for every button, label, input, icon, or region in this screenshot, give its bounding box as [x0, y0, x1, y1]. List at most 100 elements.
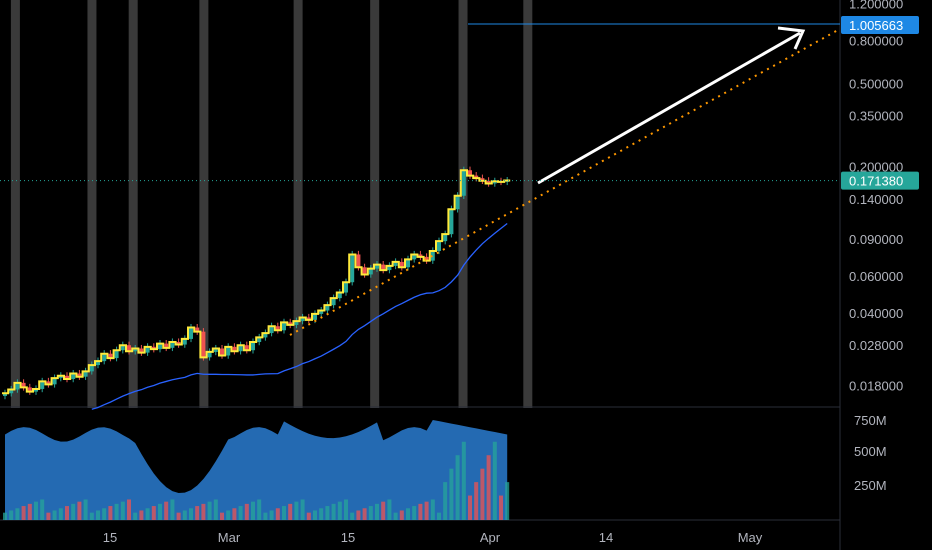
- volume-bar: [455, 455, 460, 520]
- candle-body: [350, 254, 355, 283]
- candle-body: [145, 346, 150, 353]
- candle-body: [220, 348, 224, 356]
- candle-body: [232, 346, 237, 352]
- volume-bar: [275, 508, 280, 520]
- candle-body: [443, 234, 448, 242]
- candle-body: [189, 327, 193, 339]
- volume-bar: [195, 506, 200, 520]
- volume-bar: [213, 499, 218, 520]
- highlight-band: [370, 0, 380, 408]
- volume-bar: [288, 503, 293, 520]
- price-tick-label: 0.018000: [849, 378, 903, 393]
- candle-body: [486, 180, 491, 184]
- volume-bar: [468, 495, 472, 520]
- drawings[interactable]: [0, 23, 840, 336]
- volume-bar: [443, 482, 448, 520]
- volume-bar: [145, 508, 150, 520]
- price-tick-label: 0.090000: [849, 232, 903, 247]
- volume-bar: [492, 441, 497, 520]
- time-tick-label: Apr: [480, 530, 501, 545]
- candle-body: [430, 250, 435, 261]
- candle-body: [381, 264, 386, 271]
- candle-body: [226, 346, 231, 356]
- candle-body: [120, 345, 125, 351]
- volume-bar: [102, 508, 107, 520]
- candle-body: [387, 265, 392, 271]
- volume-bar: [127, 499, 131, 520]
- price-tick-label: 0.500000: [849, 76, 903, 91]
- volume-bar: [418, 503, 423, 520]
- candle-body: [449, 209, 454, 235]
- volume-bar: [319, 508, 324, 520]
- volume-bar: [3, 512, 7, 520]
- candle-body: [127, 345, 131, 352]
- highlight-band: [523, 0, 533, 408]
- candle-body: [294, 321, 299, 325]
- volume-bar: [189, 508, 193, 520]
- volume-bar: [362, 508, 367, 520]
- target-arrow: [537, 31, 801, 185]
- candle-body: [282, 322, 286, 331]
- price-tick-label: 0.028000: [849, 338, 903, 353]
- volume-bar: [480, 468, 485, 520]
- overlay-step-line: [2, 169, 511, 395]
- volume-bar: [207, 501, 212, 520]
- time-tick-label: May: [738, 530, 763, 545]
- candle-body: [393, 261, 398, 266]
- highlight-bands: [10, 0, 533, 408]
- candle-body: [362, 267, 367, 275]
- volume-bar: [170, 499, 175, 520]
- last-price-tag: [841, 171, 919, 190]
- volume-bar: [300, 499, 305, 520]
- volume-bar: [77, 501, 82, 520]
- candle-body: [164, 343, 169, 348]
- volume-bar: [387, 499, 392, 520]
- target-price-label: 1.005663: [849, 18, 903, 33]
- volume-bar: [474, 482, 479, 520]
- time-tick-label: Mar: [218, 530, 241, 545]
- highlight-band: [10, 0, 20, 408]
- candle-body: [65, 375, 69, 380]
- volume-tick-label: 750M: [854, 413, 887, 428]
- candle-body: [182, 338, 187, 345]
- volume-bar: [393, 512, 398, 520]
- volume-bar: [306, 512, 311, 520]
- volume-bar: [34, 501, 38, 520]
- candle-body: [468, 170, 472, 176]
- price-tick-label: 0.350000: [849, 109, 903, 124]
- volume-bar: [251, 501, 255, 520]
- volume-bar: [40, 499, 45, 520]
- candle-body: [455, 195, 460, 210]
- volume-bar: [15, 508, 20, 520]
- volume-bar: [46, 512, 51, 520]
- price-tags: 1.005663 0.171380: [841, 16, 919, 190]
- volume-bar: [182, 510, 187, 520]
- volume-bar: [461, 441, 466, 520]
- candle-body: [114, 350, 119, 359]
- candle-body: [300, 317, 305, 322]
- candle-body: [356, 254, 361, 268]
- volume-bar: [430, 499, 435, 520]
- candle-body: [96, 361, 100, 366]
- candle-body: [418, 254, 423, 257]
- candle-body: [158, 343, 162, 350]
- price-tick-label: 1.200000: [849, 0, 903, 12]
- candle-body: [46, 381, 51, 385]
- highlight-band: [458, 0, 468, 408]
- volume-bar: [424, 501, 429, 520]
- candle-body: [34, 388, 38, 392]
- candle-body: [375, 264, 379, 269]
- volume-bar: [158, 503, 162, 520]
- candle-body: [424, 256, 429, 261]
- volume-bar: [244, 503, 249, 520]
- axes: 1.200000 0.800000 0.500000 0.350000 0.200000…: [103, 0, 903, 545]
- volume-bar: [151, 506, 156, 520]
- candle-body: [83, 371, 88, 377]
- highlight-band: [199, 0, 209, 408]
- volume-bar: [226, 510, 231, 520]
- candle-body: [399, 261, 404, 268]
- candle-body: [269, 326, 274, 334]
- highlight-band: [128, 0, 138, 408]
- volume-bar: [499, 495, 503, 520]
